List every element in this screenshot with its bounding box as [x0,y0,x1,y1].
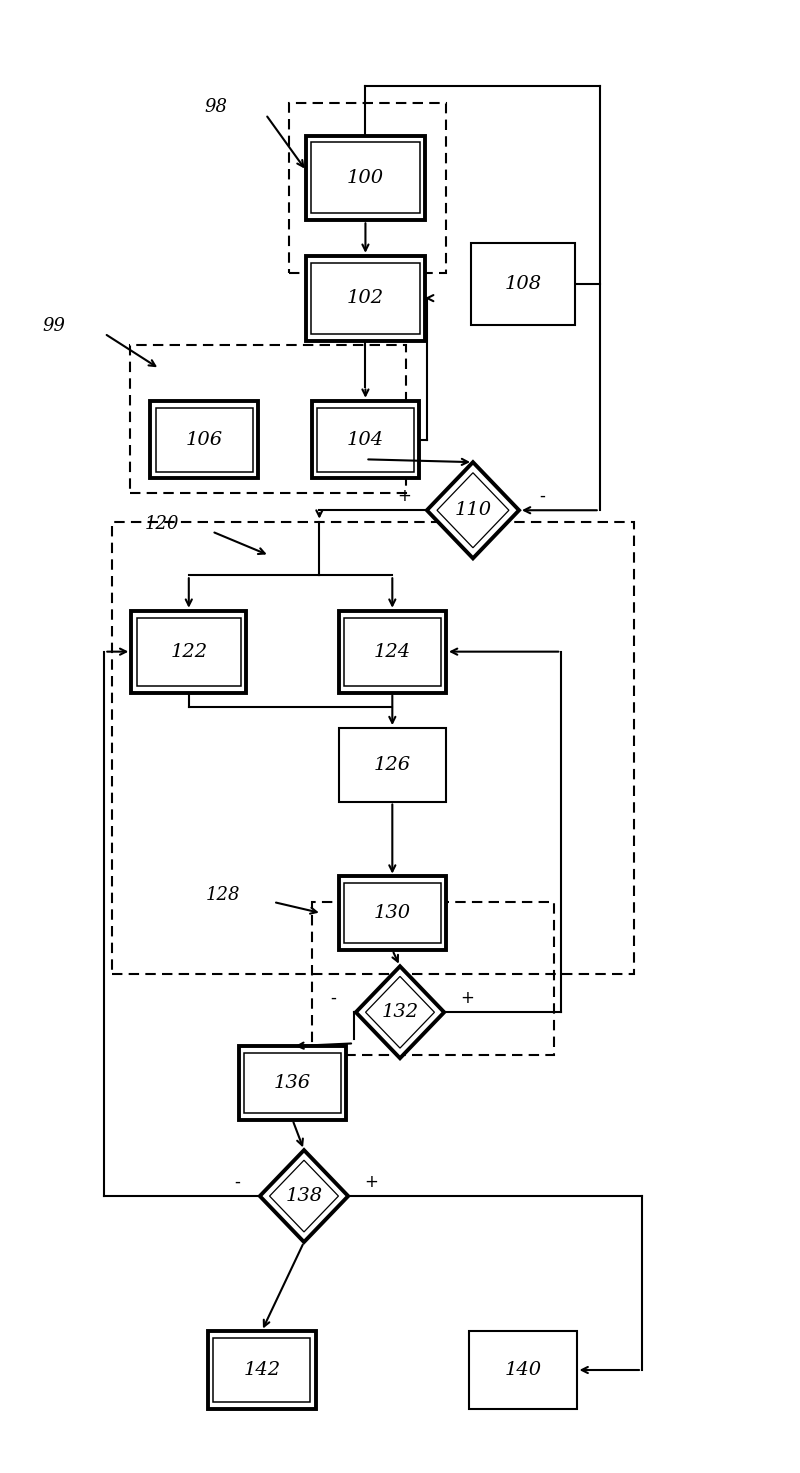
Bar [214,1337,310,1402]
Bar [208,1332,315,1408]
Text: 122: 122 [170,642,207,661]
Bar [311,262,419,333]
Bar [338,611,446,692]
Bar [469,1332,577,1408]
Text: +: + [397,488,410,505]
Text: 136: 136 [274,1074,311,1091]
Bar [344,884,441,943]
Bar [137,617,241,686]
Text: 120: 120 [145,516,179,533]
Bar [244,1053,341,1112]
Polygon shape [356,966,444,1058]
Text: +: + [460,988,474,1008]
Bar [312,401,419,479]
Bar [238,1046,346,1119]
Text: 132: 132 [382,1003,418,1021]
Text: 128: 128 [206,885,241,904]
Bar [317,408,414,471]
Bar [131,611,246,692]
Text: 142: 142 [243,1361,280,1379]
Text: 124: 124 [374,642,411,661]
Bar [338,728,446,801]
Text: 140: 140 [504,1361,542,1379]
Text: 126: 126 [374,756,411,773]
Bar [150,401,258,479]
Bar [156,408,253,471]
Bar [306,136,425,221]
Text: 108: 108 [504,275,542,293]
Text: 98: 98 [204,99,227,116]
Text: 99: 99 [43,317,66,336]
Bar [311,143,419,214]
Bar [338,876,446,950]
Bar [306,256,425,340]
Text: 104: 104 [347,430,384,449]
Text: 138: 138 [286,1187,322,1205]
Text: -: - [234,1173,240,1192]
Text: 102: 102 [347,289,384,308]
Text: 130: 130 [374,904,411,922]
Bar [112,521,634,974]
Text: 110: 110 [454,501,491,520]
Polygon shape [260,1150,348,1242]
Text: -: - [330,988,336,1008]
Polygon shape [427,463,519,558]
Text: -: - [539,488,545,505]
Bar [344,617,441,686]
Bar [471,243,574,326]
Bar [289,103,446,273]
Text: 106: 106 [186,430,222,449]
Text: +: + [364,1173,378,1192]
Bar [130,345,406,493]
Text: 100: 100 [347,169,384,187]
Bar [312,901,554,1055]
